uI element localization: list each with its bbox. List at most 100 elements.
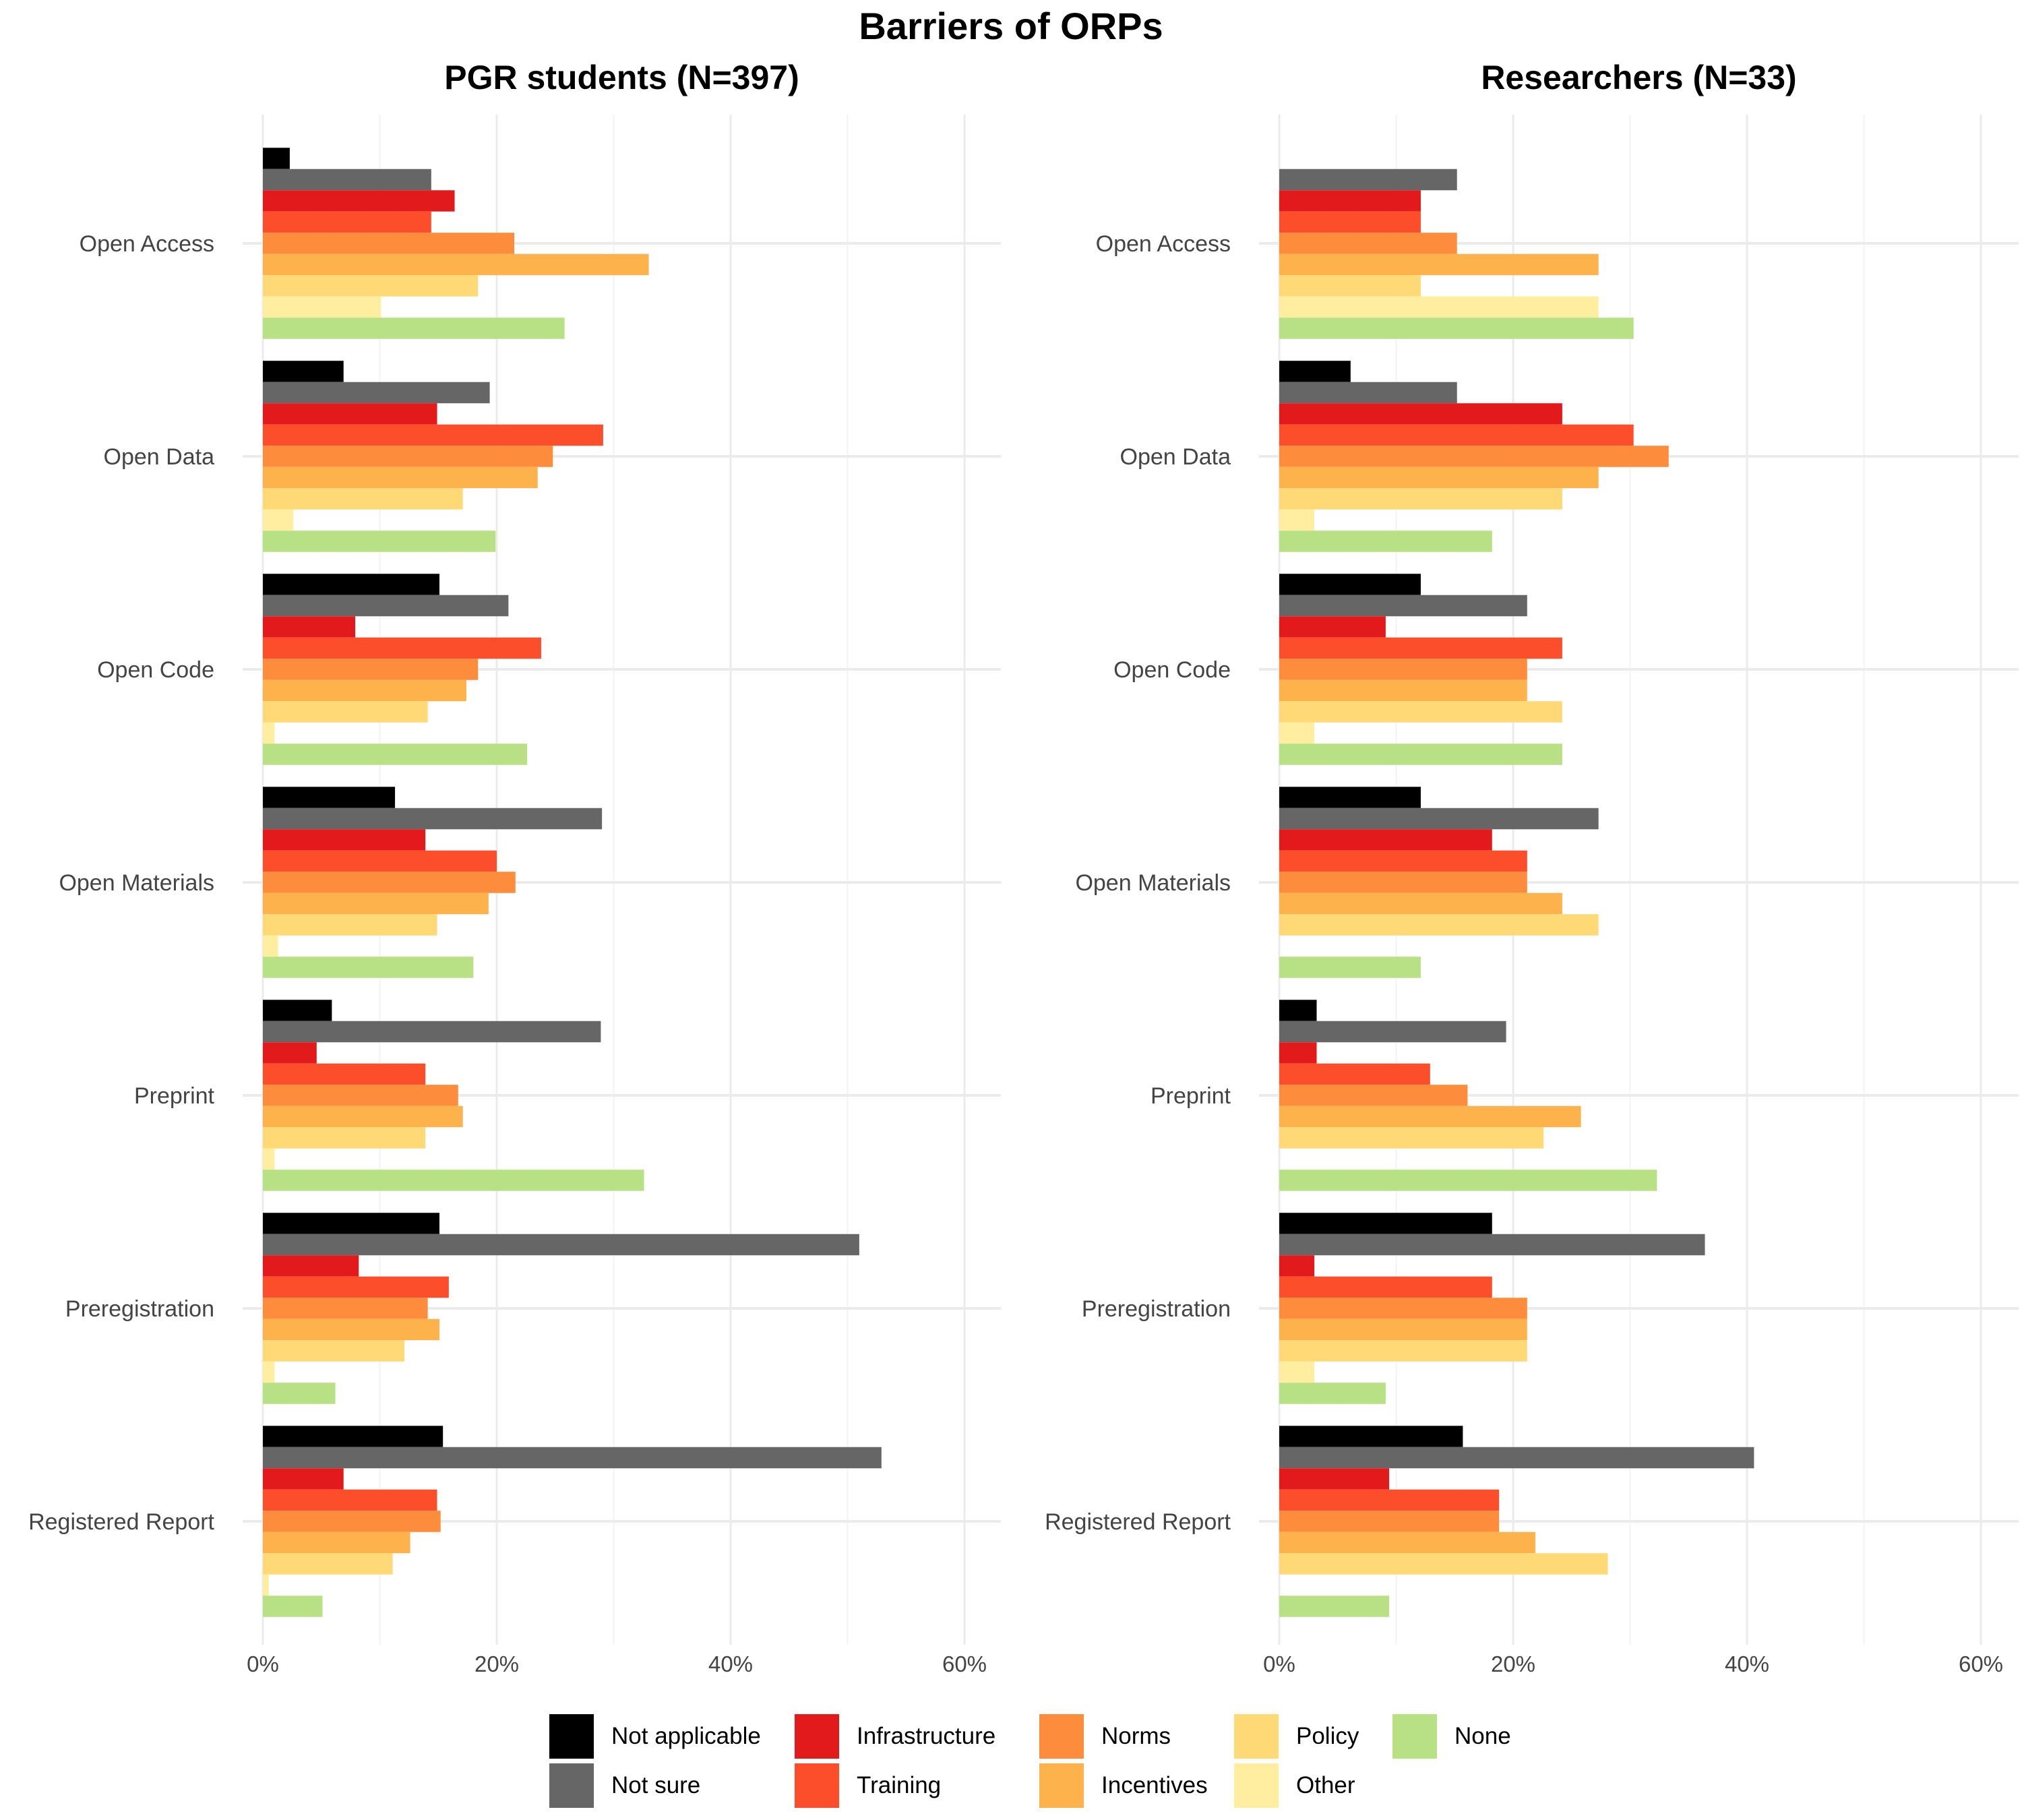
- bar-not-sure-open-code: [1279, 595, 1527, 617]
- bar-training-preprint: [1279, 1063, 1430, 1085]
- category-label-open-data: Open Data: [1120, 444, 1231, 470]
- x-tick-label: 20%: [474, 1651, 519, 1676]
- bar-incentives-registered-report: [263, 1531, 410, 1554]
- bar-policy-preprint: [263, 1127, 426, 1149]
- bar-not-sure-open-access: [1279, 169, 1457, 191]
- bar-incentives-open-materials: [1279, 892, 1562, 915]
- x-tick-label: 40%: [1725, 1651, 1769, 1676]
- bar-not-sure-registered-report: [263, 1447, 882, 1469]
- legend-item-infrastructure: Infrastructure: [795, 1714, 995, 1759]
- category-label-preregistration: Preregistration: [1082, 1296, 1231, 1322]
- bar-infrastructure-open-access: [263, 190, 455, 212]
- bar-training-open-materials: [1279, 850, 1527, 872]
- bar-policy-open-materials: [1279, 914, 1599, 936]
- bar-policy-open-data: [1279, 488, 1562, 510]
- category-label-open-code: Open Code: [1113, 657, 1231, 683]
- category-label-open-access: Open Access: [80, 231, 214, 257]
- bar-norms-open-materials: [263, 872, 516, 893]
- category-label-open-materials: Open Materials: [59, 870, 214, 896]
- bar-norms-open-data: [263, 446, 553, 467]
- bar-policy-registered-report: [263, 1553, 393, 1575]
- bar-none-open-data: [1279, 530, 1492, 552]
- bar-other-open-access: [1279, 296, 1599, 318]
- bar-training-open-code: [263, 637, 541, 659]
- legend-item-none: None: [1392, 1714, 1511, 1759]
- bar-not-applicable-open-materials: [263, 787, 396, 808]
- bar-incentives-preprint: [263, 1105, 463, 1128]
- bar-other-open-code: [263, 722, 275, 744]
- category-label-registered-report: Registered Report: [28, 1509, 214, 1535]
- bar-not-sure-registered-report: [1279, 1447, 1754, 1469]
- x-tick-label: 0%: [247, 1651, 279, 1676]
- bar-infrastructure-open-data: [1279, 403, 1562, 425]
- bar-not-sure-preregistration: [263, 1234, 859, 1256]
- panel-title-pgr: PGR students (N=397): [444, 59, 799, 96]
- bar-training-preregistration: [1279, 1276, 1492, 1298]
- legend-label: Not sure: [611, 1772, 701, 1798]
- bar-other-open-code: [1279, 722, 1315, 744]
- legend-swatch: [795, 1763, 839, 1808]
- legend-swatch: [549, 1714, 594, 1759]
- legend-item-norms: Norms: [1039, 1714, 1171, 1759]
- legend-swatch: [1039, 1763, 1084, 1808]
- bar-not-applicable-preregistration: [263, 1213, 439, 1234]
- bar-none-open-materials: [263, 957, 474, 978]
- bar-not-sure-preprint: [263, 1021, 601, 1043]
- category-label-preprint: Preprint: [134, 1083, 215, 1109]
- legend-label: Other: [1296, 1772, 1355, 1798]
- bar-infrastructure-preregistration: [263, 1255, 359, 1277]
- bar-infrastructure-preprint: [263, 1042, 317, 1064]
- bar-infrastructure-open-materials: [263, 829, 426, 851]
- bar-other-preprint: [263, 1148, 275, 1170]
- bar-training-open-access: [1279, 211, 1421, 233]
- category-label-open-access: Open Access: [1096, 231, 1231, 257]
- bar-other-open-data: [263, 509, 294, 531]
- bar-incentives-open-data: [1279, 466, 1599, 489]
- bar-norms-preregistration: [1279, 1298, 1527, 1319]
- chart-title: Barriers of ORPs: [859, 5, 1163, 47]
- bar-training-open-materials: [263, 850, 497, 872]
- panel-title-researchers: Researchers (N=33): [1481, 59, 1797, 96]
- x-tick-label: 60%: [942, 1651, 987, 1676]
- bar-infrastructure-open-access: [1279, 190, 1421, 212]
- legend-item-policy: Policy: [1234, 1714, 1359, 1759]
- bar-policy-open-data: [263, 488, 463, 510]
- legend-swatch: [1392, 1714, 1437, 1759]
- bar-training-preprint: [263, 1063, 426, 1085]
- bar-not-sure-open-materials: [1279, 808, 1599, 830]
- bar-infrastructure-registered-report: [263, 1468, 344, 1490]
- bar-none-preprint: [1279, 1170, 1657, 1191]
- bar-training-open-code: [1279, 637, 1562, 659]
- bar-not-applicable-open-code: [1279, 574, 1421, 595]
- bar-incentives-open-access: [1279, 253, 1599, 276]
- bar-none-preprint: [263, 1170, 644, 1191]
- legend-label: Infrastructure: [857, 1723, 996, 1749]
- bar-not-sure-open-materials: [263, 808, 603, 830]
- bar-training-registered-report: [263, 1489, 437, 1511]
- bar-not-applicable-preprint: [1279, 1000, 1317, 1021]
- legend-label: Policy: [1296, 1723, 1359, 1749]
- bar-norms-preprint: [263, 1085, 458, 1106]
- bar-infrastructure-open-data: [263, 403, 437, 425]
- bar-not-sure-preprint: [1279, 1021, 1506, 1043]
- legend-swatch: [1039, 1714, 1084, 1759]
- bar-other-preregistration: [1279, 1361, 1315, 1383]
- legend-item-other: Other: [1234, 1763, 1355, 1808]
- x-tick-label: 0%: [1263, 1651, 1295, 1676]
- bar-policy-open-materials: [263, 914, 437, 936]
- bar-none-preregistration: [1279, 1383, 1386, 1404]
- bar-norms-preprint: [1279, 1085, 1468, 1106]
- category-label-preregistration: Preregistration: [65, 1296, 214, 1322]
- bar-policy-open-access: [263, 275, 479, 297]
- bar-policy-open-access: [1279, 275, 1421, 297]
- legend-label: None: [1454, 1723, 1511, 1749]
- bar-policy-open-code: [1279, 701, 1562, 723]
- bar-infrastructure-open-materials: [1279, 829, 1492, 851]
- bar-not-applicable-open-code: [263, 574, 439, 595]
- bar-policy-registered-report: [1279, 1553, 1608, 1575]
- bar-infrastructure-preregistration: [1279, 1255, 1315, 1277]
- bar-infrastructure-preprint: [1279, 1042, 1317, 1064]
- bar-none-open-access: [1279, 317, 1634, 339]
- bar-policy-preregistration: [1279, 1340, 1527, 1362]
- bar-norms-open-code: [263, 659, 479, 680]
